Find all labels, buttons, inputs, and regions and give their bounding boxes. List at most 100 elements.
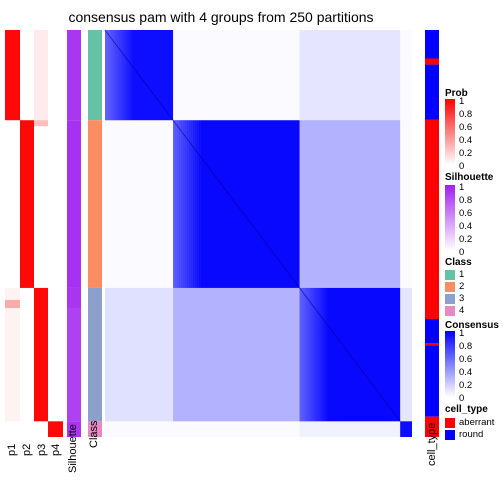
cell-type-cell [425,318,439,322]
consensus-block [400,120,412,288]
consensus-texture [107,30,109,121]
legend-title-class: Class [445,257,472,268]
consensus-texture [127,30,129,121]
legend-swatch-class-4 [445,306,455,316]
consensus-texture [326,288,328,421]
legend-tick: 0.4 [459,221,473,232]
legend-tick: 0.6 [459,208,473,219]
class-cell-1 [88,30,102,121]
class-cell-2 [88,120,102,288]
consensus-texture [321,287,324,422]
consensus-texture [189,120,192,288]
legend-tick: 0.2 [459,148,473,159]
consensus-texture [315,287,318,422]
legend-swatch-class-1 [445,270,455,280]
silhouette-cell [67,30,81,121]
cell-type-cell [425,345,439,417]
silhouette-cell [67,287,81,422]
consensus-diagonal [299,287,401,422]
consensus-texture [193,120,196,288]
consensus-texture [307,287,310,422]
legend-tick: 0.6 [459,122,473,133]
consensus-diagonal [172,119,300,289]
consensus-texture [183,120,186,288]
col-label-p4: p4 [50,443,62,456]
consensus-texture [195,120,198,288]
consensus-block [299,421,401,437]
cell-type-cell [425,119,439,319]
consensus-texture [179,120,182,288]
consensus-texture [187,120,190,288]
legend-title-consensus: Consensus [445,320,499,331]
cell-type-cell [425,58,439,65]
consensus-texture [305,287,308,422]
legend-tick: 0.2 [459,380,473,391]
consensus-block [173,287,300,422]
prob-cell-p1 [5,299,20,308]
legend-tick: 0.8 [459,341,473,352]
class-cell-3 [88,287,102,422]
legend-swatch-aberrant [445,418,455,428]
silhouette-cell [67,421,81,437]
consensus-texture [319,287,322,422]
consensus-texture [181,120,184,288]
consensus-block [400,421,412,437]
col-label-class: Class [88,420,100,448]
legend-item-class: 4 [459,305,465,316]
consensus-texture [121,30,123,121]
legend-tick: 0.2 [459,234,473,245]
consensus-block [299,30,401,121]
legend-tick: 0.8 [459,109,473,120]
legend-tick: 0.4 [459,135,473,146]
consensus-texture [111,30,113,121]
legend-swatch-class-2 [445,282,455,292]
consensus-texture [115,30,117,121]
consensus-texture [177,120,180,288]
silhouette-cell-low [67,287,81,308]
consensus-texture [125,30,127,121]
col-label-cell-type: cell_type [426,422,438,466]
consensus-texture [175,120,178,288]
consensus-block [400,30,412,120]
legend-title-silhouette: Silhouette [445,172,494,183]
consensus-texture [173,120,176,288]
legend-item-aberrant: aberrant [459,417,495,428]
consensus-block [400,287,412,422]
consensus-texture [299,287,302,422]
legend-tick: 0 [459,161,465,172]
legend-colorbar-consensus [445,331,455,397]
consensus-texture [109,30,111,121]
prob-cell-p1 [5,30,20,121]
col-label-silhouette: Silhouette [67,424,79,473]
legend-tick: 1 [459,96,465,107]
consensus-texture [185,120,188,288]
legend-tick: 0 [459,393,465,404]
consensus-diagonal [104,29,174,121]
consensus-texture [191,120,194,288]
consensus-block [299,120,401,288]
consensus-texture [105,30,107,121]
cell-type-cell [425,321,439,344]
consensus-block [173,30,299,120]
prob-cell-p3 [34,287,48,422]
consensus-texture [309,287,312,422]
consensus-texture [323,287,326,422]
legend-title-cell-type: cell_type [445,404,488,415]
chart-title: consensus pam with 4 groups from 250 par… [68,9,374,25]
consensus-texture [303,287,306,422]
consensus-texture [301,287,304,422]
legend-item-class: 1 [459,269,465,280]
silhouette-cell [67,120,81,288]
legend-item-round: round [459,429,484,440]
consensus-texture [131,30,133,120]
consensus-block [105,287,174,422]
consensus-texture [119,30,121,121]
legend-colorbar-silhouette [445,185,455,251]
legend-tick: 0.6 [459,354,473,365]
consensus-texture [317,287,320,422]
consensus-texture [113,30,115,121]
consensus-texture [123,30,125,121]
consensus-block [173,421,299,437]
legend-item-class: 2 [459,281,465,292]
